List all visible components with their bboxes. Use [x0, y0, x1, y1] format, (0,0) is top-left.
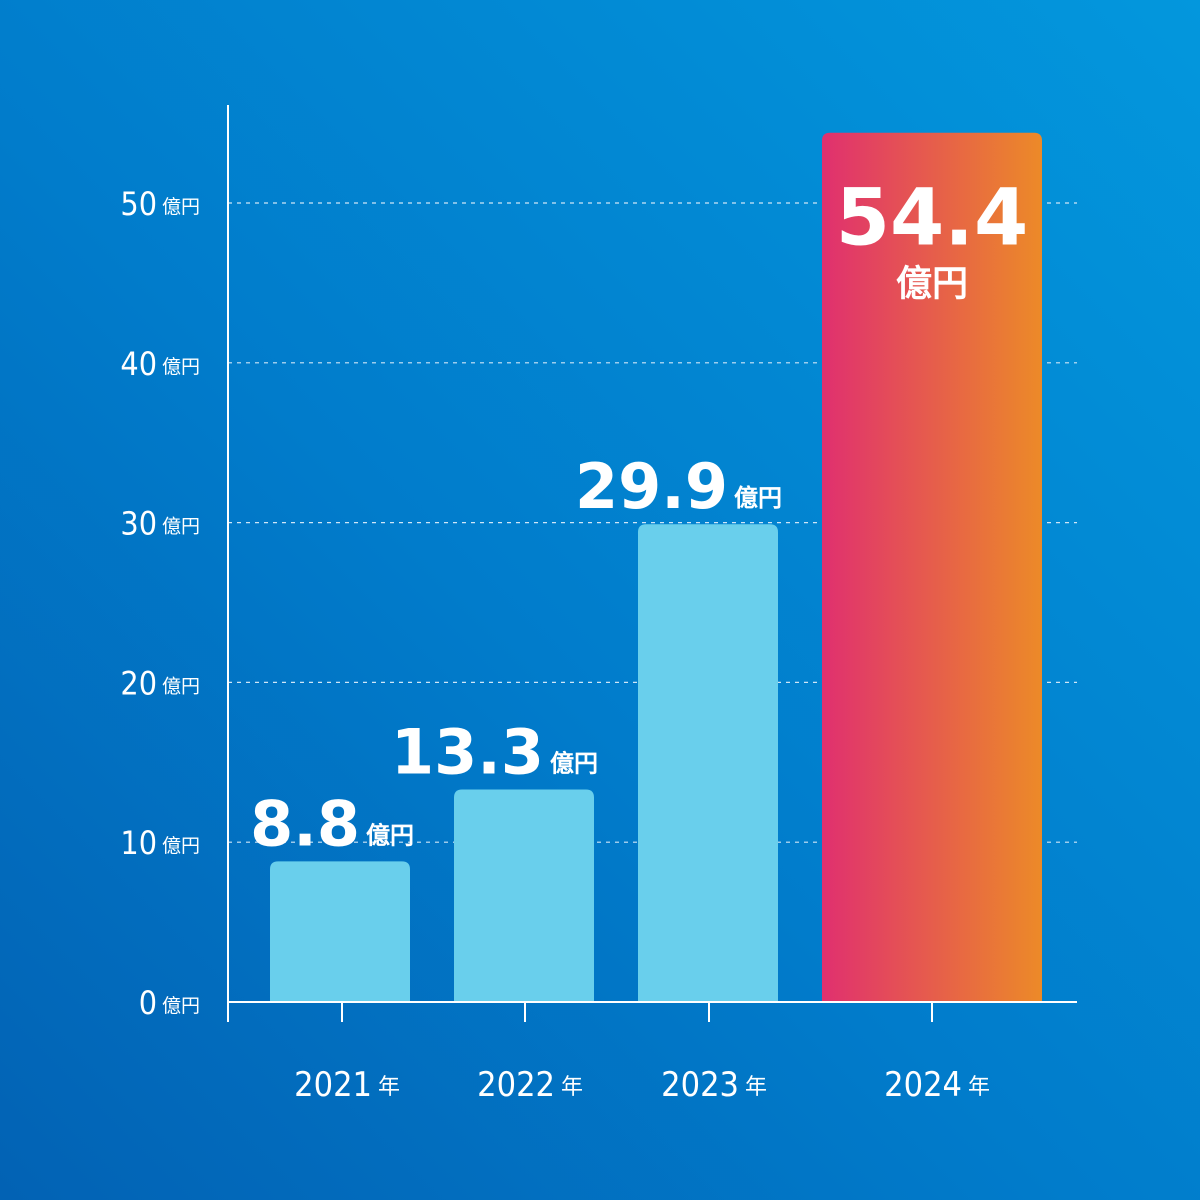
bar-2021: [270, 861, 410, 1002]
y-tick-unit: 億円: [162, 835, 200, 857]
y-tick-label: 50: [120, 185, 157, 223]
y-tick-unit: 億円: [162, 995, 200, 1017]
value-unit: 億円: [550, 749, 598, 777]
x-tick-label: 2024: [884, 1065, 962, 1105]
value-label: 54.4: [836, 174, 1028, 264]
y-tick-label: 40: [120, 345, 157, 383]
x-tick-label: 2022: [477, 1065, 555, 1105]
value-unit: 億円: [734, 484, 782, 512]
y-tick-label: 20: [120, 664, 157, 702]
bar-2022: [454, 789, 594, 1002]
y-tick-unit: 億円: [162, 356, 200, 378]
value-label: 13.3: [391, 715, 544, 788]
bar-2023: [638, 524, 778, 1002]
x-tick-label: 2023: [661, 1065, 739, 1105]
y-tick-unit: 億円: [162, 516, 200, 538]
x-tick-unit: 年: [378, 1075, 400, 1100]
value-unit: 億円: [896, 264, 968, 305]
value-label: 29.9: [575, 450, 728, 523]
y-tick-label: 0: [139, 984, 157, 1022]
x-tick-label: 2021: [294, 1065, 372, 1105]
value-unit: 億円: [366, 821, 414, 849]
y-tick-unit: 億円: [162, 675, 200, 697]
x-tick-unit: 年: [968, 1075, 990, 1100]
y-tick-label: 30: [120, 505, 157, 543]
value-label: 8.8: [250, 787, 360, 860]
y-tick-label: 10: [120, 824, 157, 862]
y-tick-unit: 億円: [162, 196, 200, 218]
bar-2024: [822, 132, 1042, 1003]
x-tick-unit: 年: [561, 1075, 583, 1100]
x-tick-unit: 年: [745, 1075, 767, 1100]
